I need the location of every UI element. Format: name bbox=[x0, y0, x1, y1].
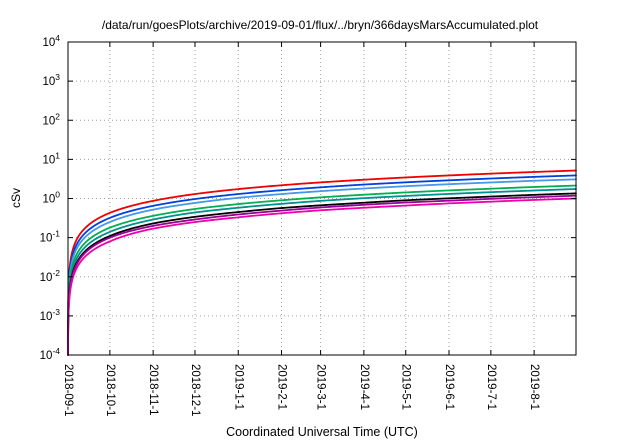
y-tick-label: 102 bbox=[42, 111, 60, 127]
x-tick-label: 2019-6-1 bbox=[443, 364, 455, 410]
x-tick-label: 2019-2-1 bbox=[276, 364, 288, 410]
x-tick-label: 2018-10-1 bbox=[104, 364, 116, 416]
y-tick-label: 104 bbox=[42, 33, 60, 49]
x-tick-label: 2019-8-1 bbox=[528, 364, 540, 410]
series-lines bbox=[67, 169, 577, 356]
series-line-series-2 bbox=[67, 174, 577, 356]
series-line-series-6 bbox=[67, 192, 577, 356]
series-line-series-5 bbox=[67, 188, 577, 356]
series-line-series-8 bbox=[67, 197, 577, 356]
x-tick-label: 2018-11-1 bbox=[147, 364, 159, 416]
x-tick-label: 2019-5-1 bbox=[400, 364, 412, 410]
chart-title: /data/run/goesPlots/archive/2019-09-01/f… bbox=[101, 18, 539, 32]
x-tick-label: 2018-12-1 bbox=[189, 364, 201, 416]
x-tick-label: 2019-7-1 bbox=[485, 364, 497, 410]
y-tick-label: 101 bbox=[42, 150, 60, 166]
y-tick-label: 10-1 bbox=[40, 229, 61, 245]
x-tick-label: 2019-3-1 bbox=[315, 364, 327, 410]
y-tick-label: 100 bbox=[42, 190, 60, 206]
gridlines bbox=[68, 42, 576, 355]
y-tick-label: 10-4 bbox=[40, 346, 61, 362]
series-line-series-3 bbox=[67, 178, 577, 356]
x-tick-label: 2018-09-1 bbox=[62, 364, 74, 416]
x-tick-label: 2019-4-1 bbox=[358, 364, 370, 410]
series-line-series-7 bbox=[67, 194, 577, 356]
y-tick-label: 103 bbox=[42, 72, 60, 88]
series-line-series-4 bbox=[67, 184, 577, 356]
y-axis-title: cSv bbox=[9, 188, 23, 209]
x-axis-title: Coordinated Universal Time (UTC) bbox=[226, 425, 418, 439]
x-tick-label: 2019-1-1 bbox=[232, 364, 244, 410]
series-line-series-1 bbox=[67, 169, 577, 356]
y-tick-labels: 10-4 10-3 10-2 10-1 100 101 102 103 104 bbox=[40, 33, 61, 362]
y-tick-label: 10-2 bbox=[40, 268, 61, 284]
x-tick-labels: 2018-09-1 2018-10-1 2018-11-1 2018-12-1 2019… bbox=[62, 364, 540, 416]
y-tick-label: 10-3 bbox=[40, 307, 61, 323]
tick-marks bbox=[67, 41, 576, 356]
